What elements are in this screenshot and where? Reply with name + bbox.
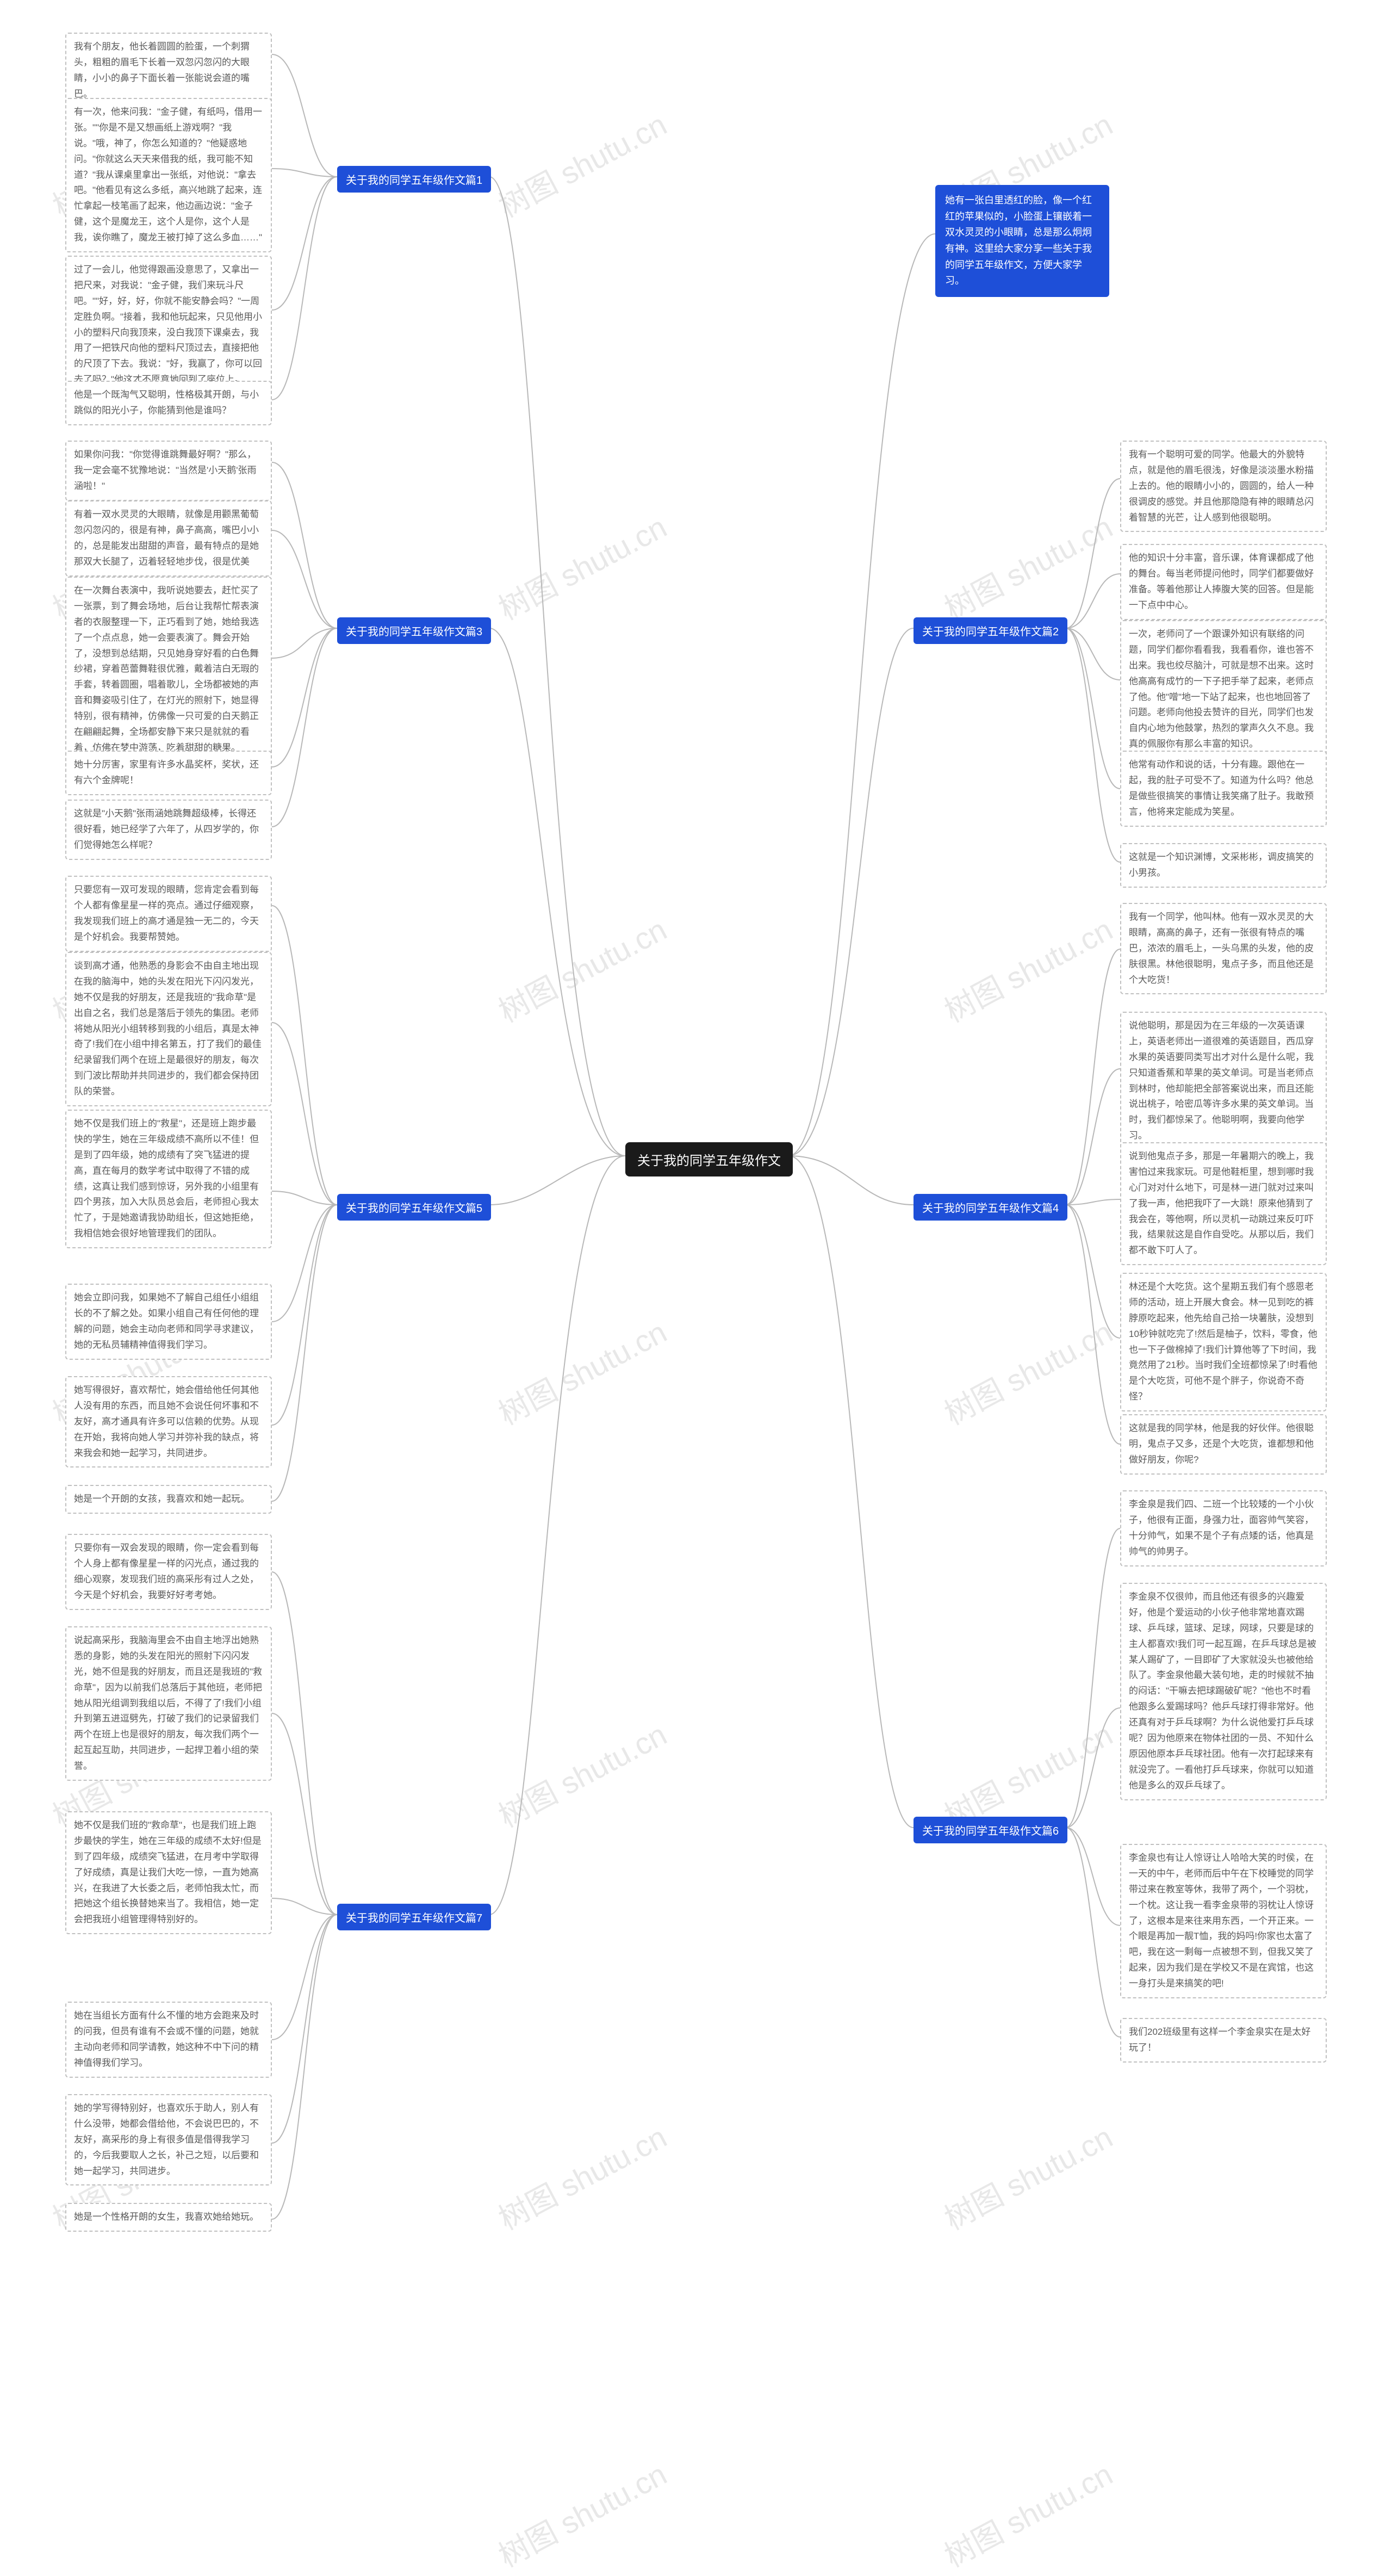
leaf-node: 说到他鬼点子多，那是一年暑期六的晚上，我害怕过来我家玩。可是他鞋柜里，想到哪时我… xyxy=(1120,1142,1327,1265)
leaf-node: 他的知识十分丰富，音乐课，体育课都成了他的舞台。每当老师提问他时，同学们都要做好… xyxy=(1120,544,1327,620)
leaf-node: 李金泉是我们四、二班一个比较矮的一个小伙子，他很有正面，身强力壮，面容帅气笑容，… xyxy=(1120,1490,1327,1566)
leaf-node: 她写得很好，喜欢帮忙，她会借给他任何其他人没有用的东西，而且她不会说任何坏事和不… xyxy=(65,1376,272,1467)
leaf-node: 李金泉也有让人惊讶让人哈哈大笑的时侯，在一天的中午，老师而后中午在下校睡觉的同学… xyxy=(1120,1844,1327,1998)
watermark: 树图 shutu.cn xyxy=(936,1308,1120,1434)
leaf-node: 她是一个性格开朗的女生，我喜欢她给她玩。 xyxy=(65,2203,272,2232)
section-node-1: 关于我的同学五年级作文篇1 xyxy=(337,166,491,193)
leaf-node: 如果你问我："你觉得谁跳舞最好啊？"那么，我一定会毫不犹豫地说："当然是'小天鹅… xyxy=(65,441,272,501)
leaf-node: 这就是"小天鹅"张雨涵她跳舞超级棒，长得还很好看，她已经学了六年了，从四岁学的，… xyxy=(65,800,272,860)
section-node-4: 关于我的同学五年级作文篇4 xyxy=(913,1194,1067,1221)
leaf-node: 只要您有一双可发现的眼睛，您肯定会看到每个人都有像星星一样的亮点。通过仔细观察，… xyxy=(65,876,272,952)
leaf-node: 我们202班级里有这样一个李金泉实在是太好玩了！ xyxy=(1120,2018,1327,2063)
leaf-node: 这就是一个知识渊博，文采彬彬，调皮搞笑的小男孩。 xyxy=(1120,843,1327,888)
leaf-node: 这就是我的同学林，他是我的好伙伴。他很聪明，鬼点子又多，还是个大吃货，谁都想和他… xyxy=(1120,1414,1327,1475)
watermark: 树图 shutu.cn xyxy=(490,101,674,226)
watermark: 树图 shutu.cn xyxy=(490,906,674,1031)
section-node-2: 关于我的同学五年级作文篇2 xyxy=(913,617,1067,644)
watermark: 树图 shutu.cn xyxy=(490,1308,674,1434)
leaf-node: 她会立即问我，如果她不了解自己组任小组组长的不了解之处。如果小组自己有任何他的理… xyxy=(65,1284,272,1360)
leaf-node: 我有个朋友，他长着圆圆的脸蛋，一个刺猬头，粗粗的眉毛下长着一双忽闪忽闪的大眼睛，… xyxy=(65,33,272,109)
watermark: 树图 shutu.cn xyxy=(936,906,1120,1031)
leaf-node: 她是一个开朗的女孩，我喜欢和她一起玩。 xyxy=(65,1485,272,1514)
leaf-node: 她的学写得特别好，也喜欢乐于助人，别人有什么没带，她都会借给他，不会说巴巴的，不… xyxy=(65,2094,272,2185)
leaf-node: 李金泉不仅很帅，而且他还有很多的兴趣爱好，他是个爱运动的小伙子他非常地喜欢踢球、… xyxy=(1120,1583,1327,1800)
section-node-5: 关于我的同学五年级作文篇5 xyxy=(337,1194,491,1221)
watermark: 树图 shutu.cn xyxy=(936,503,1120,629)
watermark: 树图 shutu.cn xyxy=(490,503,674,629)
leaf-node: 她不仅是我们班的"救命草"，也是我们班上跑步最快的学生，她在三年级的成绩不太好!… xyxy=(65,1811,272,1934)
leaf-node: 过了一会儿，他觉得跟画没意思了，又拿出一把尺来，对我说："金子健，我们来玩斗尺吧… xyxy=(65,256,272,394)
leaf-node: 有一次，他来问我："金子健，有纸吗，借用一张。""你是不是又想画纸上游戏啊？"我… xyxy=(65,98,272,252)
leaf-node: 在一次舞台表演中，我听说她要去，赶忙买了一张票，到了舞会场地，后台让我帮忙帮表演… xyxy=(65,577,272,763)
leaf-node: 她十分厉害，家里有许多水晶奖杯，奖状，还有六个金牌呢！ xyxy=(65,751,272,795)
watermark: 树图 shutu.cn xyxy=(936,2113,1120,2239)
leaf-node: 谈到高才通，他熟悉的身影会不由自主地出现在我的脑海中，她的头发在阳光下闪闪发光，… xyxy=(65,952,272,1106)
leaf-node: 一次，老师问了一个跟课外知识有联络的问题，同学们都你看看我，我看看你，谁也答不出… xyxy=(1120,620,1327,759)
leaf-node: 他常有动作和说的话，十分有趣。跟他在一起，我的肚子可受不了。知道为什么吗？他总是… xyxy=(1120,751,1327,827)
section-node-3: 关于我的同学五年级作文篇3 xyxy=(337,617,491,644)
watermark: 树图 shutu.cn xyxy=(936,2450,1120,2576)
leaf-node: 她不仅是我们班上的"救星"，还是班上跑步最快的学生，她在三年级成绩不高所以不佳！… xyxy=(65,1110,272,1248)
section-node-7: 关于我的同学五年级作文篇7 xyxy=(337,1904,491,1930)
root-node: 关于我的同学五年级作文 xyxy=(625,1142,793,1176)
watermark: 树图 shutu.cn xyxy=(490,2113,674,2239)
intro-node: 她有一张白里透红的脸，像一个红红的苹果似的，小脸蛋上镶嵌着一双水灵灵的小眼睛，总… xyxy=(935,185,1109,297)
leaf-node: 他是一个既淘气又聪明，性格极其开朗，与小跳似的阳光小子，你能猜到他是谁吗？ xyxy=(65,381,272,425)
leaf-node: 我有一个聪明可爱的同学。他最大的外貌特点，就是他的眉毛很浅，好像是淡淡墨水粉描上… xyxy=(1120,441,1327,532)
leaf-node: 有着一双水灵灵的大眼睛，就像是用颧黑葡萄忽闪忽闪的，很是有神，鼻子高高，嘴巴小小… xyxy=(65,500,272,577)
leaf-node: 只要你有一双会发现的眼睛，你一定会看到每个人身上都有像星星一样的闪光点，通过我的… xyxy=(65,1534,272,1610)
leaf-node: 她在当组长方面有什么不懂的地方会跑来及时的问我，但员有谁有不会或不懂的问题，她就… xyxy=(65,2002,272,2078)
leaf-node: 我有一个同学，他叫林。他有一双水灵灵的大眼睛，高高的鼻子，还有一张很有特点的嘴巴… xyxy=(1120,903,1327,994)
leaf-node: 林还是个大吃货。这个星期五我们有个感恩老师的活动，班上开展大食会。林一见到吃的裤… xyxy=(1120,1273,1327,1411)
leaf-node: 说他聪明，那是因为在三年级的一次英语课上，英语老师出一道很难的英语题目，西瓜穿水… xyxy=(1120,1012,1327,1150)
watermark: 树图 shutu.cn xyxy=(490,1711,674,1836)
section-node-6: 关于我的同学五年级作文篇6 xyxy=(913,1817,1067,1843)
watermark: 树图 shutu.cn xyxy=(490,2450,674,2576)
leaf-node: 说起高采彤，我脑海里会不由自主地浮出她熟悉的身影，她的头发在阳光的照射下闪闪发光… xyxy=(65,1626,272,1781)
